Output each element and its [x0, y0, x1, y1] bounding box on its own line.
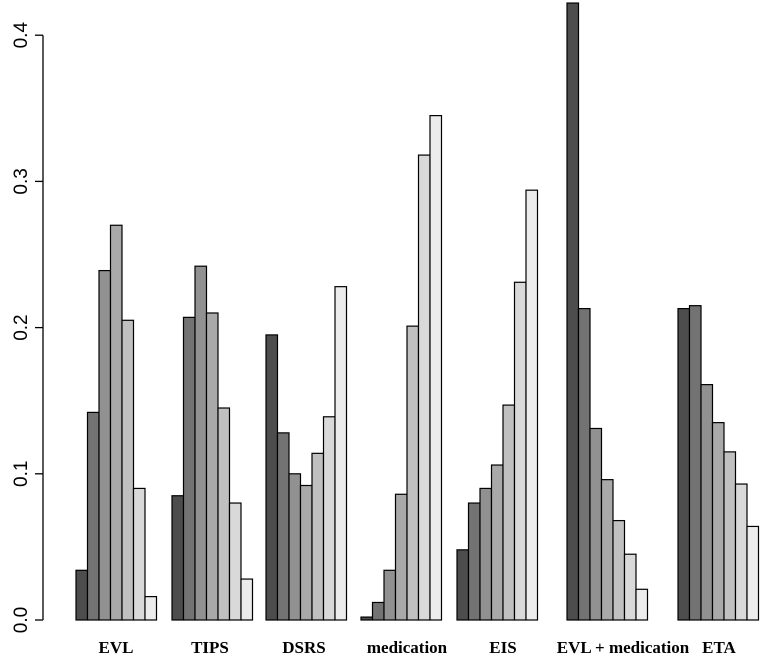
bar: [429, 115, 443, 621]
bar: [299, 484, 313, 621]
bar: [394, 493, 408, 621]
bar: [406, 325, 420, 621]
bar: [456, 549, 470, 621]
bar: [746, 525, 760, 621]
bar: [334, 286, 348, 621]
x-category-label: ETA: [702, 638, 736, 657]
bar: [86, 411, 100, 621]
bar: [205, 312, 219, 621]
y-axis: 0.0 0.1 0.2 0.3 0.4: [11, 22, 44, 633]
bar: [371, 601, 385, 621]
y-tick-label: 0.2: [11, 314, 32, 340]
bar: [240, 578, 254, 621]
bar-group: [456, 189, 539, 621]
bar: [623, 553, 637, 621]
bar: [467, 502, 481, 621]
bar: [194, 265, 208, 621]
bar: [182, 316, 196, 621]
bar: [600, 479, 614, 621]
bar: [132, 487, 146, 621]
y-tick-label: 0.3: [11, 168, 32, 194]
bar: [144, 596, 158, 621]
bar: [700, 384, 714, 621]
x-category-label: EVL: [99, 638, 134, 657]
x-category-label: EVL + medication: [557, 638, 690, 657]
x-category-label: EIS: [489, 638, 516, 657]
bar: [677, 307, 691, 621]
x-axis-labels: EVL TIPS DSRS medication EIS EVL + medication…: [99, 638, 737, 657]
bar: [513, 281, 527, 621]
bar: [265, 334, 279, 621]
bar: [723, 451, 737, 621]
bar: [734, 483, 748, 621]
bar: [311, 452, 325, 621]
bar: [711, 422, 725, 621]
bar: [109, 224, 123, 621]
bar: [688, 305, 702, 621]
bar: [525, 189, 539, 621]
bar: [217, 407, 231, 621]
y-tick-label: 0.0: [11, 607, 32, 633]
bars: [75, 2, 760, 621]
bar-group: [566, 2, 649, 621]
x-category-label: TIPS: [191, 638, 229, 657]
bar: [228, 502, 242, 621]
bar: [322, 416, 336, 621]
bar-group: [677, 305, 760, 621]
bar: [383, 569, 397, 621]
bar: [479, 487, 493, 621]
bar-group: [75, 224, 158, 621]
bar: [276, 432, 290, 621]
bar: [417, 154, 431, 621]
x-category-label: DSRS: [282, 638, 325, 657]
bar: [75, 569, 89, 621]
bar: [612, 519, 626, 621]
bar: [589, 427, 603, 621]
x-category-label: medication: [367, 638, 448, 657]
y-tick-label: 0.4: [11, 22, 32, 49]
bar: [360, 616, 374, 621]
bar: [566, 2, 580, 621]
bar: [635, 588, 649, 621]
bar: [502, 404, 516, 621]
bar: [490, 464, 504, 621]
bar: [577, 307, 591, 621]
bar-group: [171, 265, 254, 621]
bar-group: [360, 115, 443, 621]
bar: [171, 495, 185, 621]
y-tick-label: 0.1: [11, 461, 32, 487]
bar-group: [265, 286, 348, 621]
bar: [288, 473, 302, 621]
bar: [98, 269, 112, 621]
bar: [121, 319, 135, 621]
